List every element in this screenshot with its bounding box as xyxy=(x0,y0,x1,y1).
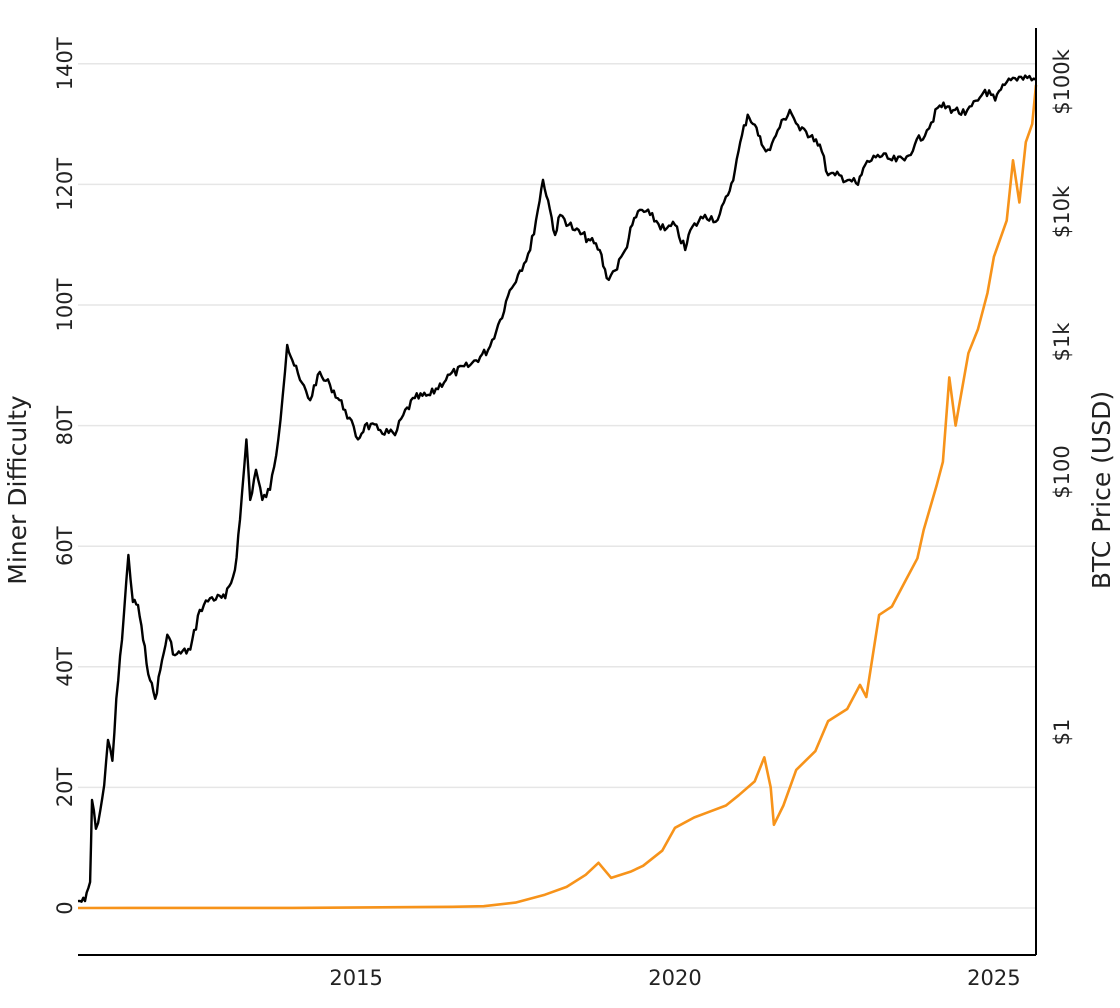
x-tick-labels: 2015 2020 2025 xyxy=(329,966,1020,990)
btc-price-line xyxy=(78,76,1036,902)
left-tick-label: 120T xyxy=(53,158,77,211)
left-tick-labels: 0 20T 40T 60T 80T 100T 120T 140T xyxy=(53,37,77,915)
right-tick-label: $1k xyxy=(1050,322,1074,362)
x-tick-label: 2025 xyxy=(967,966,1020,990)
series-group xyxy=(78,76,1036,908)
x-tick-label: 2015 xyxy=(329,966,382,990)
left-axis-label: Miner Difficulty xyxy=(3,395,32,585)
difficulty-line xyxy=(78,85,1036,908)
left-tick-label: 20T xyxy=(53,767,77,807)
right-tick-label: $1 xyxy=(1050,719,1074,746)
right-tick-label: $100k xyxy=(1050,48,1074,114)
x-tick-label: 2020 xyxy=(648,966,701,990)
left-tick-label: 0 xyxy=(53,901,77,914)
left-tick-label: 40T xyxy=(53,647,77,687)
right-tick-label: $100 xyxy=(1050,445,1074,498)
left-tick-label: 60T xyxy=(53,526,77,566)
left-tick-label: 100T xyxy=(53,278,77,331)
left-tick-label: 80T xyxy=(53,406,77,446)
gridlines xyxy=(78,64,1036,908)
left-tick-label: 140T xyxy=(53,37,77,90)
right-tick-label: $10k xyxy=(1050,185,1074,238)
right-axis-label: BTC Price (USD) xyxy=(1087,391,1116,589)
right-tick-labels: $1 $100 $1k $10k $100k xyxy=(1050,48,1074,745)
